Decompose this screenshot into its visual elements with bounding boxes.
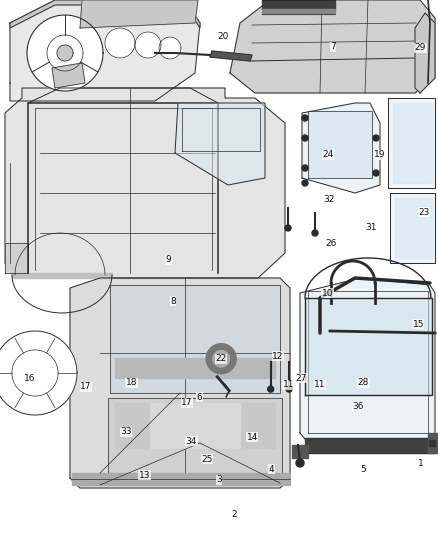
Polygon shape <box>5 88 285 278</box>
Polygon shape <box>428 433 437 453</box>
Polygon shape <box>302 180 308 186</box>
Text: 20: 20 <box>218 32 229 41</box>
Polygon shape <box>70 278 290 488</box>
Polygon shape <box>10 0 200 101</box>
Polygon shape <box>302 103 380 193</box>
Polygon shape <box>150 403 240 448</box>
Text: 17: 17 <box>80 383 92 391</box>
Polygon shape <box>262 9 335 14</box>
Polygon shape <box>302 115 308 121</box>
Polygon shape <box>175 103 265 185</box>
Polygon shape <box>10 0 200 28</box>
Text: 26: 26 <box>325 239 336 247</box>
Text: 10: 10 <box>322 289 333 297</box>
Text: 27: 27 <box>296 374 307 383</box>
Polygon shape <box>388 98 435 188</box>
Polygon shape <box>305 298 432 395</box>
Polygon shape <box>80 0 198 28</box>
Polygon shape <box>308 111 372 178</box>
Polygon shape <box>52 63 85 88</box>
Text: 33: 33 <box>120 427 131 436</box>
Polygon shape <box>0 331 77 415</box>
Polygon shape <box>395 198 432 258</box>
Polygon shape <box>285 225 291 231</box>
Text: 34: 34 <box>186 437 197 446</box>
Polygon shape <box>302 165 308 171</box>
Polygon shape <box>110 285 280 393</box>
Text: 14: 14 <box>247 433 258 441</box>
Text: 28: 28 <box>358 378 369 387</box>
Text: 31: 31 <box>366 223 377 231</box>
Text: 25: 25 <box>201 455 212 464</box>
Text: 11: 11 <box>314 381 325 389</box>
Text: 6: 6 <box>196 393 202 401</box>
Text: 7: 7 <box>330 43 336 51</box>
Polygon shape <box>286 386 292 392</box>
Polygon shape <box>12 273 112 278</box>
Polygon shape <box>373 135 379 141</box>
Text: 15: 15 <box>413 320 424 328</box>
Text: 17: 17 <box>181 399 193 407</box>
Polygon shape <box>27 15 103 91</box>
Text: 13: 13 <box>139 471 150 480</box>
Text: 12: 12 <box>272 352 284 360</box>
Polygon shape <box>415 13 435 93</box>
Polygon shape <box>115 403 275 448</box>
Polygon shape <box>108 398 282 478</box>
Text: 4: 4 <box>269 465 274 473</box>
Text: 5: 5 <box>360 465 367 473</box>
Polygon shape <box>230 0 435 93</box>
Polygon shape <box>210 51 252 61</box>
Polygon shape <box>206 344 236 374</box>
Polygon shape <box>373 170 379 176</box>
Text: 18: 18 <box>126 378 137 387</box>
Text: 2: 2 <box>232 510 237 519</box>
Polygon shape <box>57 45 73 61</box>
Polygon shape <box>393 103 432 183</box>
Polygon shape <box>5 243 28 273</box>
Polygon shape <box>296 459 304 467</box>
Polygon shape <box>300 278 435 445</box>
Text: 3: 3 <box>216 475 222 484</box>
Polygon shape <box>268 386 274 392</box>
Text: 23: 23 <box>418 208 430 216</box>
Text: 8: 8 <box>170 297 176 305</box>
Text: 19: 19 <box>374 150 386 159</box>
Text: 16: 16 <box>24 374 35 383</box>
Text: 1: 1 <box>417 459 424 468</box>
Text: 29: 29 <box>415 44 426 52</box>
Text: 24: 24 <box>322 150 333 159</box>
Polygon shape <box>115 358 275 378</box>
Polygon shape <box>135 32 161 58</box>
Text: 32: 32 <box>323 195 334 204</box>
Polygon shape <box>213 351 230 367</box>
Polygon shape <box>302 135 308 141</box>
Text: 36: 36 <box>353 402 364 410</box>
Polygon shape <box>262 0 335 9</box>
Text: 22: 22 <box>215 354 227 363</box>
Polygon shape <box>312 230 318 236</box>
Polygon shape <box>390 193 435 263</box>
Polygon shape <box>292 445 308 458</box>
Polygon shape <box>305 438 435 453</box>
Polygon shape <box>159 37 181 59</box>
Text: 11: 11 <box>283 381 294 389</box>
Polygon shape <box>72 473 290 485</box>
Polygon shape <box>105 28 135 58</box>
Text: 9: 9 <box>166 255 172 264</box>
